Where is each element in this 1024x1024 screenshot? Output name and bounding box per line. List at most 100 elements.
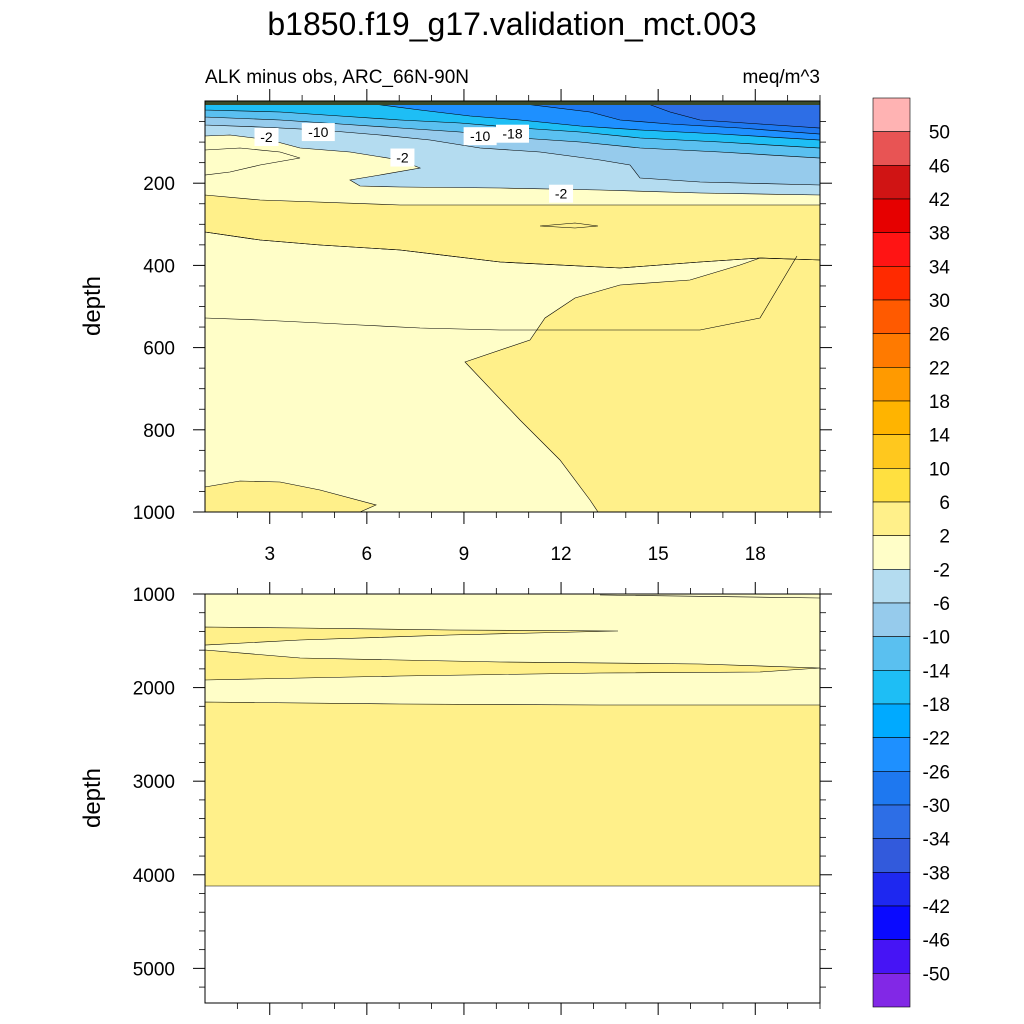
colorbar-swatch-25: [872, 939, 911, 974]
colorbar-swatch-20: [872, 771, 911, 806]
colorbar-swatch-26: [872, 973, 911, 1008]
upper-ytick-label-3: 800: [143, 421, 175, 442]
colorbar-swatch-21: [872, 804, 911, 839]
lower-ytick-label-1: 2000: [133, 679, 175, 700]
lower-ytick-label-3: 4000: [133, 866, 175, 887]
upper-right-label: meq/m^3: [742, 67, 820, 88]
lower-frame: [204, 593, 821, 1004]
upper-xtick-label-1: 6: [362, 544, 373, 565]
upper-ytick-label-1: 400: [143, 256, 175, 277]
colorbar-swatch-4: [872, 232, 911, 267]
colorbar-label-3: 38: [929, 224, 950, 245]
contour-label-0: -2: [260, 129, 273, 145]
colorbar-label-4: 34: [929, 257, 951, 278]
colorbar-swatch-7: [872, 333, 911, 368]
upper-xtick-label-5: 18: [745, 544, 766, 565]
contour-label-box-5: [549, 184, 574, 203]
lower-ytick-label-0: 1000: [133, 585, 175, 606]
colorbar-label-17: -18: [923, 695, 950, 716]
colorbar-label-1: 46: [929, 156, 950, 177]
colorbar-swatch-17: [872, 670, 911, 705]
contour-label-box-1: [301, 123, 335, 142]
colorbar-label-5: 30: [929, 291, 950, 312]
colorbar-label-9: 14: [929, 426, 951, 447]
colorbar-swatch-1: [872, 131, 911, 166]
lower-region-lens: [204, 626, 619, 646]
lower-ytick-label-4: 5000: [133, 959, 175, 980]
upper-region-left-pocket: [204, 147, 301, 176]
colorbar-swatch-8: [872, 367, 911, 402]
lower-contour-top: [599, 594, 821, 599]
contour-label-box-2: [463, 127, 497, 146]
colorbar-swatch-3: [872, 198, 911, 233]
upper-xtick-label-0: 3: [264, 544, 275, 565]
upper-region-lens: [539, 222, 599, 229]
contour-label-1: -10: [308, 124, 328, 140]
upper-ytick-label-0: 200: [143, 174, 175, 195]
colorbar-label-19: -26: [923, 762, 950, 783]
lower-region-deep: [204, 701, 821, 887]
upper-ylabel: depth: [79, 276, 106, 336]
colorbar-label-10: 10: [929, 459, 950, 480]
colorbar-label-6: 26: [929, 325, 950, 346]
lower-region-band: [204, 649, 821, 681]
upper-ytick-label-2: 600: [143, 339, 175, 360]
colorbar-swatch-10: [872, 434, 911, 469]
colorbar-label-16: -14: [923, 661, 951, 682]
colorbar-swatch-14: [872, 569, 911, 604]
colorbar-swatch-18: [872, 703, 911, 738]
lower-panel: 1000 2000 3000 4000 5000 depth: [79, 582, 832, 1015]
colorbar-label-15: -10: [923, 628, 950, 649]
contour-label-box-0: [254, 127, 279, 146]
upper-surface-strip: [205, 101, 820, 105]
upper-left-label: ALK minus obs, ARC_66N-90N: [205, 67, 469, 88]
contour-label-box-3: [496, 124, 529, 143]
colorbar-label-21: -34: [923, 830, 951, 851]
colorbar-swatch-0: [872, 97, 911, 132]
upper-contour-line-0: [204, 255, 798, 331]
contour-label-2: -10: [470, 128, 490, 144]
upper-panel: -2 -10 -10 -18 -2 -2 200 400 600 800 1000 3 6 9 12 15 18…: [79, 89, 832, 565]
colorbar-swatch-11: [872, 468, 911, 503]
colorbar-swatch-19: [872, 737, 911, 772]
contour-label-5: -2: [555, 186, 568, 202]
contour-label-4: -2: [396, 150, 409, 166]
colorbar-swatch-15: [872, 602, 911, 637]
colorbar-swatch-6: [872, 299, 911, 334]
colorbar-label-11: 6: [939, 493, 950, 514]
colorbar-label-24: -46: [923, 931, 950, 952]
upper-xtick-label-2: 9: [459, 544, 470, 565]
contour-label-3: -18: [502, 126, 522, 142]
colorbar-swatch-24: [872, 905, 911, 940]
colorbar: 50 46 42 38 34 30 26 22 18 14 10 6 2 -2 -6 -10 -14 -18 -22…: [872, 97, 951, 1008]
colorbar-label-12: 2: [939, 527, 950, 548]
colorbar-label-14: -6: [933, 594, 950, 615]
colorbar-label-8: 18: [929, 392, 950, 413]
contour-label-box-4: [390, 148, 415, 167]
lower-ylabel: depth: [79, 768, 106, 828]
colorbar-swatch-12: [872, 501, 911, 536]
colorbar-label-7: 22: [929, 358, 950, 379]
colorbar-swatch-22: [872, 838, 911, 873]
colorbar-label-13: -2: [933, 560, 950, 581]
colorbar-swatch-5: [872, 266, 911, 301]
colorbar-label-25: -50: [923, 964, 950, 985]
upper-xtick-label-4: 15: [648, 544, 669, 565]
colorbar-swatch-9: [872, 400, 911, 435]
colorbar-label-18: -22: [923, 729, 950, 750]
colorbar-label-22: -38: [923, 863, 950, 884]
main-title: b1850.f19_g17.validation_mct.003: [267, 6, 756, 42]
colorbar-label-20: -30: [923, 796, 950, 817]
upper-xtick-label-3: 12: [550, 544, 571, 565]
upper-contour-line-1: [204, 231, 821, 269]
colorbar-swatch-23: [872, 872, 911, 907]
colorbar-swatch-2: [872, 165, 911, 200]
colorbar-swatch-16: [872, 636, 911, 671]
lower-ytick-label-2: 3000: [133, 772, 175, 793]
upper-ytick-label-4: 1000: [133, 503, 175, 524]
colorbar-label-0: 50: [929, 123, 950, 144]
colorbar-label-23: -42: [923, 897, 950, 918]
colorbar-swatch-13: [872, 535, 911, 570]
colorbar-label-2: 42: [929, 190, 950, 211]
